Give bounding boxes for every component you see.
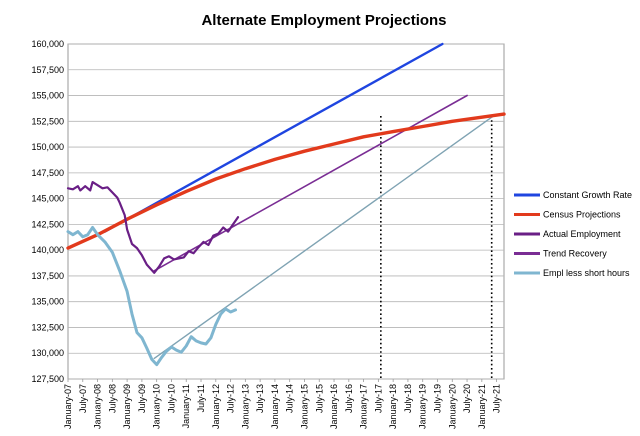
x-tick-label: July-15 <box>314 384 324 413</box>
series-line-census-projections <box>66 112 506 250</box>
x-tick-label: July-07 <box>78 384 88 413</box>
reference-lines <box>380 116 493 379</box>
series-line-empl-less-short-hours <box>66 226 237 367</box>
series-line-projection-line <box>153 116 493 360</box>
x-axis-ticks: January-07 July-07 January-08 July-08 Januar… <box>63 379 502 429</box>
series-group <box>66 42 506 367</box>
x-tick-label: July-21 <box>492 384 502 413</box>
x-tick-label: January-13 <box>240 384 250 429</box>
x-tick-label: January-18 <box>388 384 398 429</box>
x-tick-label: July-10 <box>166 384 176 413</box>
x-tick-label: January-12 <box>211 384 221 429</box>
series-line-trend-recovery <box>153 94 468 272</box>
legend: Constant Growth Rate Census Projections Ac… <box>514 190 632 278</box>
plot-area <box>67 43 505 380</box>
y-tick-label: 142,500 <box>31 219 64 229</box>
y-tick-label: 152,500 <box>31 116 64 126</box>
x-tick-label: January-11 <box>181 384 191 428</box>
x-tick-label: July-09 <box>137 384 147 413</box>
x-tick-label: July-17 <box>373 384 383 413</box>
y-tick-label: 135,000 <box>31 297 64 307</box>
x-tick-label: July-14 <box>285 384 295 413</box>
y-tick-label: 140,000 <box>31 245 64 255</box>
gridlines <box>68 43 504 380</box>
legend-label: Empl less short hours <box>543 268 630 278</box>
x-tick-label: January-10 <box>152 384 162 429</box>
y-tick-label: 160,000 <box>31 39 64 49</box>
x-tick-label: July-19 <box>432 384 442 413</box>
series-line-actual-employment <box>66 181 240 274</box>
legend-label: Trend Recovery <box>543 249 607 259</box>
y-tick-label: 150,000 <box>31 142 64 152</box>
x-tick-label: July-18 <box>403 384 413 413</box>
series-line-constant-growth-rate <box>103 42 444 233</box>
y-tick-label: 155,000 <box>31 91 64 101</box>
x-tick-label: July-16 <box>344 384 354 413</box>
y-axis-ticks: 127,500 130,000 132,500 135,000 137,500 140,0… <box>31 39 64 384</box>
y-tick-label: 145,000 <box>31 194 64 204</box>
y-tick-label: 132,500 <box>31 322 64 332</box>
x-tick-label: January-15 <box>299 384 309 429</box>
x-tick-label: January-07 <box>63 384 73 429</box>
x-tick-label: July-11 <box>196 384 206 412</box>
y-tick-label: 130,000 <box>31 348 64 358</box>
y-tick-label: 127,500 <box>31 374 64 384</box>
legend-label: Constant Growth Rate <box>543 190 632 200</box>
legend-label: Census Projections <box>543 210 621 220</box>
x-tick-label: January-09 <box>122 384 132 429</box>
y-tick-label: 157,500 <box>31 65 64 75</box>
x-tick-label: January-21 <box>477 384 487 429</box>
x-tick-label: January-19 <box>418 384 428 429</box>
x-tick-label: July-12 <box>226 384 236 413</box>
x-tick-label: January-17 <box>359 384 369 429</box>
y-tick-label: 147,500 <box>31 168 64 178</box>
chart-title: Alternate Employment Projections <box>201 12 446 29</box>
x-tick-label: July-08 <box>107 384 117 413</box>
y-tick-label: 137,500 <box>31 271 64 281</box>
x-tick-label: July-13 <box>255 384 265 413</box>
legend-label: Actual Employment <box>543 229 621 239</box>
x-tick-label: July-20 <box>462 384 472 413</box>
x-tick-label: January-16 <box>329 384 339 429</box>
x-tick-label: January-08 <box>93 384 103 429</box>
x-tick-label: January-14 <box>270 384 280 429</box>
x-tick-label: January-20 <box>447 384 457 429</box>
